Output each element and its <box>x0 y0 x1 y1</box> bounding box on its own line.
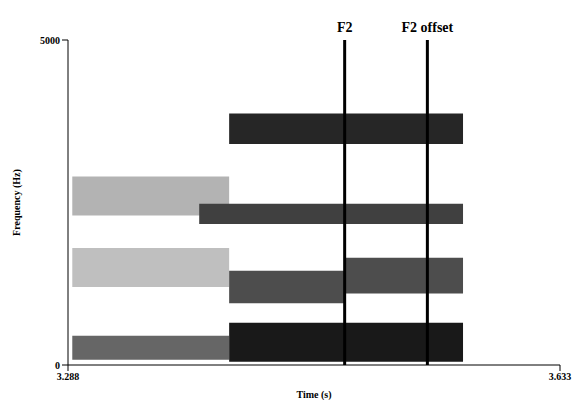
svg-text:Frequency (Hz): Frequency (Hz) <box>11 169 23 236</box>
svg-text:3.633: 3.633 <box>549 371 572 382</box>
svg-text:5000: 5000 <box>40 35 60 46</box>
svg-text:0: 0 <box>55 360 60 371</box>
svg-text:Time (s): Time (s) <box>296 389 331 400</box>
svg-text:F2: F2 <box>337 20 353 35</box>
svg-text:3.288: 3.288 <box>57 371 80 382</box>
svg-text:F2 offset: F2 offset <box>402 20 454 35</box>
